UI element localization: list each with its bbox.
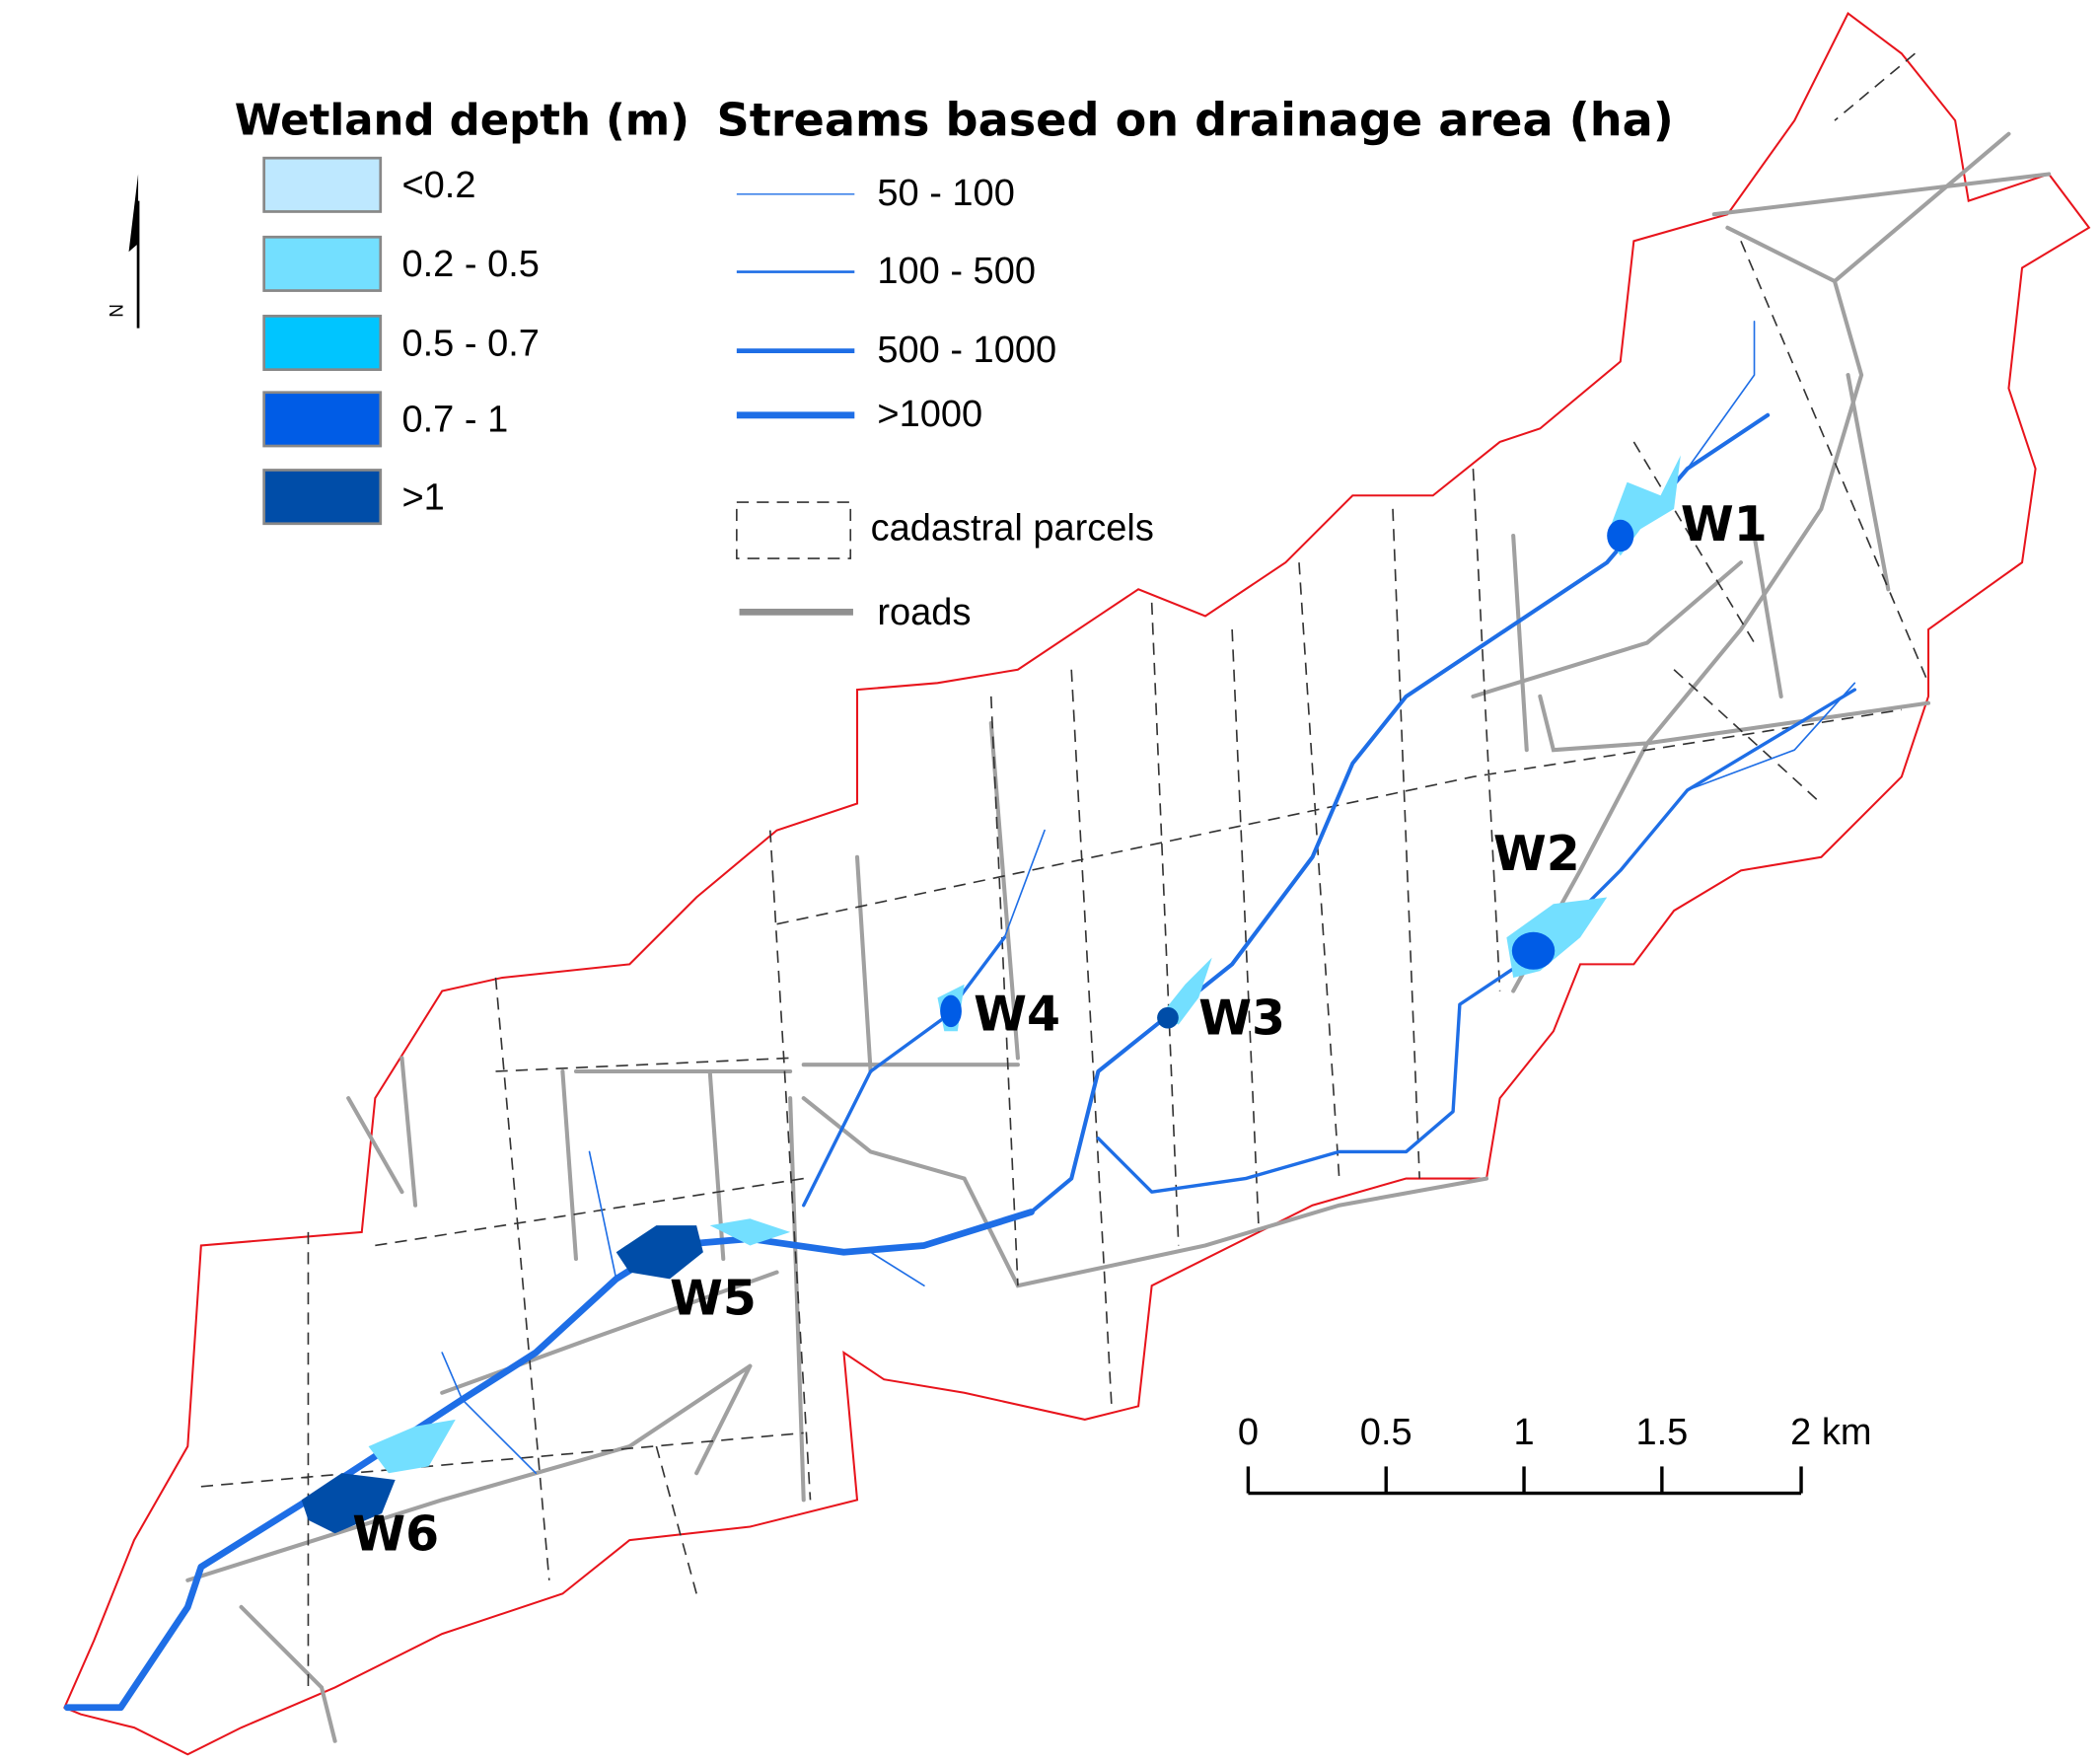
legend-swatch (262, 156, 383, 213)
legend-label: cadastral parcels (871, 508, 1154, 550)
road (399, 373, 1891, 1262)
legend-swatch (262, 235, 383, 292)
cadastral-parcel (200, 52, 1929, 1688)
legend-label: <0.2 (401, 165, 475, 206)
wetland (301, 1473, 396, 1534)
legend-label: 50 - 100 (877, 173, 1014, 214)
stream (441, 320, 1856, 1475)
wetland (616, 1225, 703, 1280)
cadastral-parcel (200, 52, 1929, 1688)
legend-line (736, 193, 855, 616)
wetland-label: W4 (974, 987, 1060, 1043)
wetland-label: W1 (1681, 496, 1768, 552)
wetland (1157, 1006, 1179, 1029)
legend-swatch (262, 315, 383, 372)
wetland (940, 994, 962, 1028)
wetland (1511, 931, 1556, 970)
scale-label: 2 km (1790, 1412, 1871, 1453)
legend-title: Streams based on drainage area (ha) (716, 93, 1673, 146)
road (185, 131, 2052, 1743)
scale-label: 1.5 (1635, 1412, 1688, 1453)
stream (63, 1209, 1035, 1712)
legend-label: 0.7 - 1 (401, 400, 508, 441)
legend-swatch (262, 391, 383, 448)
legend-label: >1000 (877, 394, 982, 435)
wetland-label: W5 (670, 1270, 757, 1326)
legend-swatch (262, 469, 383, 526)
wetland (301, 455, 1681, 1534)
legend-line (736, 501, 852, 559)
scale-label: 0 (1238, 1412, 1259, 1453)
stream (63, 320, 1857, 1712)
legend-swatch (262, 156, 383, 526)
legend-label: 100 - 500 (877, 251, 1036, 292)
legend-label: 0.2 - 0.5 (401, 244, 539, 285)
scale-bar (1246, 1466, 1803, 1496)
wetland (709, 1218, 791, 1246)
scale-label: 0.5 (1360, 1412, 1412, 1453)
wetland (1158, 957, 1212, 1025)
legend-label: 0.5 - 0.7 (401, 323, 539, 364)
legend-label: >1 (401, 477, 444, 518)
legend-title: Wetland depth (m) (235, 96, 689, 145)
stream (802, 688, 1857, 1208)
scale-label: 1 (1513, 1412, 1534, 1453)
wetland-label: W3 (1198, 991, 1285, 1047)
legend-label: roads (877, 592, 971, 633)
wetland (368, 1419, 456, 1474)
wetland (1607, 519, 1634, 552)
north-label: N (108, 304, 128, 318)
wetland-label: W2 (1493, 826, 1580, 882)
north-arrow (128, 174, 140, 329)
legend-label: 500 - 1000 (877, 330, 1056, 371)
wetland-label: W6 (352, 1505, 439, 1562)
north-arrow (128, 174, 139, 253)
